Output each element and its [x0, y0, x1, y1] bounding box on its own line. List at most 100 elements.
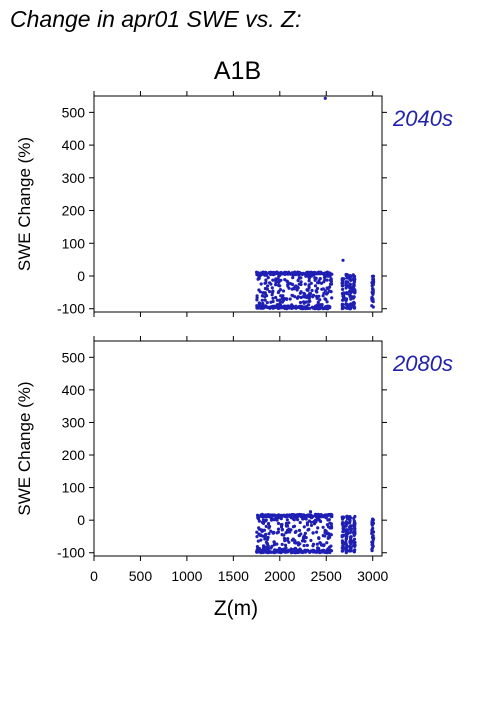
data-point — [265, 542, 269, 546]
data-point — [341, 549, 345, 553]
data-point — [291, 276, 295, 280]
data-point — [353, 527, 357, 531]
data-point — [286, 280, 290, 284]
data-point — [318, 513, 322, 518]
y-tick-label: 100 — [62, 235, 86, 251]
data-point — [279, 272, 283, 276]
data-point — [328, 535, 332, 539]
data-point — [265, 301, 269, 305]
data-point — [307, 270, 311, 274]
data-point — [329, 522, 333, 526]
data-point — [260, 520, 264, 525]
data-point — [274, 283, 278, 287]
data-point — [293, 295, 297, 299]
data-point — [321, 272, 325, 276]
data-point — [296, 518, 300, 522]
data-point — [269, 305, 273, 309]
data-point — [264, 304, 268, 308]
data-point — [317, 536, 321, 540]
data-point — [312, 520, 316, 524]
data-point — [271, 299, 275, 304]
x-tick-label: 3000 — [357, 568, 388, 584]
data-point — [289, 272, 293, 276]
data-point — [344, 537, 349, 541]
outlier-point — [323, 96, 327, 100]
data-point — [290, 548, 294, 553]
data-point — [318, 298, 322, 302]
data-point — [317, 270, 321, 274]
data-point — [341, 544, 345, 549]
data-point — [315, 286, 320, 291]
data-point — [295, 271, 300, 275]
data-point — [348, 549, 352, 553]
data-point — [309, 538, 313, 543]
data-point — [258, 290, 262, 294]
data-point — [264, 524, 268, 529]
data-point — [315, 530, 319, 534]
data-point — [316, 281, 320, 285]
data-point — [266, 284, 270, 288]
data-point — [261, 291, 265, 295]
data-point — [325, 523, 329, 527]
data-point — [278, 302, 282, 306]
data-point — [311, 295, 315, 299]
data-point — [299, 276, 303, 280]
data-point — [277, 550, 281, 554]
data-point — [320, 287, 324, 291]
data-point — [345, 303, 349, 307]
data-point — [273, 514, 277, 518]
data-point — [295, 305, 299, 309]
data-point — [329, 524, 334, 528]
data-point — [294, 529, 298, 534]
data-point — [263, 292, 267, 296]
data-point — [329, 279, 333, 284]
data-point — [273, 549, 277, 553]
data-point — [291, 282, 295, 287]
data-point — [318, 541, 322, 545]
data-point — [278, 288, 283, 292]
data-point — [310, 288, 314, 293]
data-point — [255, 298, 259, 302]
data-point — [298, 300, 303, 305]
data-point — [370, 535, 375, 539]
data-point — [330, 296, 334, 300]
data-point — [307, 296, 311, 300]
data-point — [297, 514, 301, 518]
data-point — [272, 540, 276, 544]
plot-frame — [93, 95, 383, 313]
data-point — [340, 515, 344, 519]
data-point — [268, 290, 272, 294]
data-point — [323, 531, 327, 535]
data-point — [256, 515, 260, 519]
period-label-2080s: 2080s — [392, 351, 453, 376]
data-point — [287, 521, 291, 525]
data-point — [304, 300, 308, 304]
data-point — [291, 525, 295, 529]
data-point — [265, 272, 269, 276]
data-point — [255, 294, 259, 298]
data-point — [304, 536, 308, 540]
data-point — [297, 533, 301, 538]
data-point — [259, 282, 263, 286]
data-point — [309, 523, 314, 528]
data-point — [321, 294, 325, 298]
data-point — [322, 543, 326, 547]
data-point — [312, 272, 316, 276]
data-point — [348, 282, 352, 286]
data-point — [344, 280, 348, 284]
data-point — [277, 274, 281, 278]
data-point — [255, 545, 259, 549]
data-point — [341, 287, 345, 291]
data-point — [297, 282, 301, 286]
data-point — [295, 296, 300, 300]
data-point — [290, 538, 294, 542]
data-point — [255, 270, 259, 275]
data-point — [279, 525, 284, 529]
data-point — [330, 272, 334, 276]
data-point — [352, 519, 356, 523]
data-point — [342, 291, 346, 295]
data-point — [304, 272, 308, 276]
data-point — [267, 521, 271, 526]
data-point — [275, 298, 279, 302]
data-point — [326, 518, 330, 522]
